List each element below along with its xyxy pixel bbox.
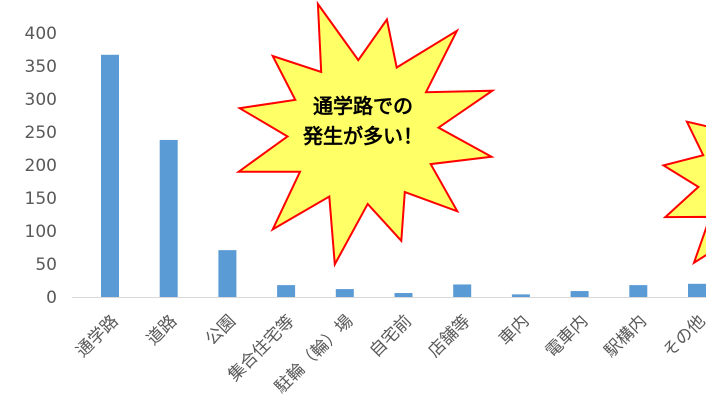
y-tick-label: 150 (25, 189, 57, 209)
bar (218, 250, 237, 297)
x-tick-label: 車内 (495, 311, 533, 349)
bar (688, 283, 706, 297)
bar (394, 293, 413, 297)
y-tick-label: 250 (25, 123, 57, 143)
x-tick-label: 道路 (143, 311, 181, 349)
y-tick-label: 50 (35, 255, 57, 275)
x-tick-label: 店舗等 (425, 311, 475, 361)
bars (101, 54, 706, 297)
callout-burst-main: 通学路での 発生が多い！ (235, 0, 496, 268)
bar (511, 294, 530, 297)
bar (629, 285, 648, 297)
y-tick-label: 200 (25, 156, 57, 176)
callout-burst-shape (235, 0, 496, 268)
x-tick-label: 通学路 (72, 311, 122, 361)
bar (453, 284, 472, 297)
bar (101, 54, 119, 297)
bar (335, 289, 354, 297)
bar (570, 291, 589, 297)
y-tick-label: 350 (25, 57, 57, 77)
x-tick-label: その他 (659, 311, 706, 361)
callout-burst-shape-secondary (660, 120, 706, 266)
x-tick-label: 自宅前 (366, 311, 416, 361)
x-tick-label: 駅構内 (601, 311, 651, 361)
y-tick-label: 0 (46, 288, 57, 308)
x-tick-label: 公園 (202, 311, 240, 349)
bar (159, 139, 178, 297)
y-axis-ticks: 0 50 100 150 200 250 300 350 400 (25, 24, 57, 308)
x-tick-label: 電車内 (542, 311, 592, 361)
bar (277, 285, 296, 297)
callout-text-line-1: 通学路での (313, 94, 413, 118)
callout-text-line-2: 発生が多い！ (302, 124, 423, 148)
y-tick-label: 400 (25, 24, 57, 44)
callout-burst-secondary (660, 120, 706, 266)
y-tick-label: 300 (25, 90, 57, 110)
y-tick-label: 100 (25, 222, 57, 242)
